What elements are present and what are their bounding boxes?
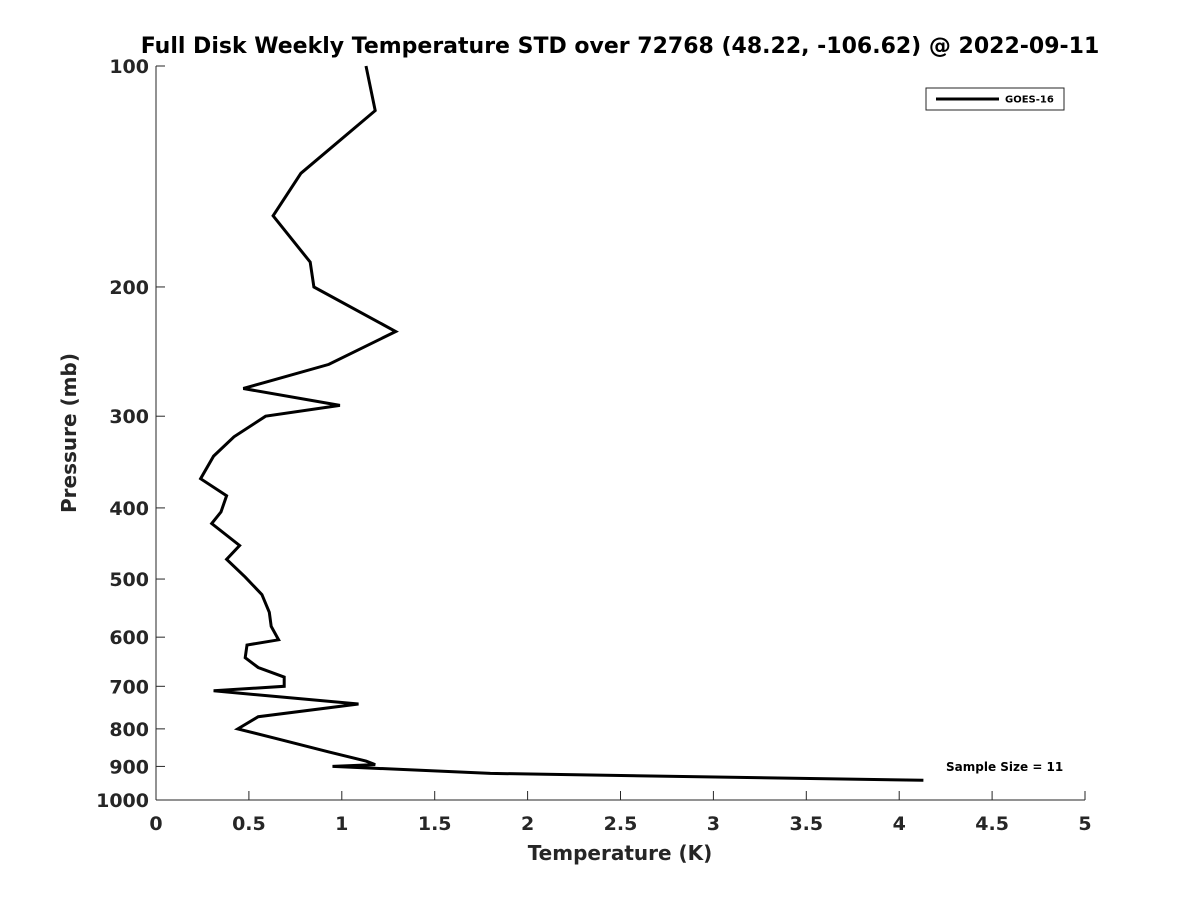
- series-line: [198, 65, 924, 782]
- sample-size-annotation: Sample Size = 11: [946, 760, 1063, 774]
- y-tick-label: 600: [109, 627, 149, 649]
- chart-title: Full Disk Weekly Temperature STD over 72…: [141, 34, 1100, 59]
- x-tick-label: 2: [521, 813, 534, 835]
- y-tick-label: 400: [109, 498, 149, 520]
- series-layer: [198, 65, 924, 782]
- x-tick-label: 3.5: [789, 813, 823, 835]
- x-tick-label: 3: [707, 813, 720, 835]
- y-tick-label: 200: [109, 277, 149, 299]
- x-ticks: 0 0.5 1 1.5 2 2.5 3 3.5 4 4.5 5: [149, 791, 1092, 835]
- x-tick-label: 4.5: [975, 813, 1009, 835]
- y-tick-label: 100: [109, 56, 149, 78]
- y-axis-label: Pressure (mb): [57, 353, 81, 513]
- x-tick-label: 0: [149, 813, 162, 835]
- y-tick-label: 500: [109, 569, 149, 591]
- y-tick-label: 300: [109, 406, 149, 428]
- y-ticks: 100 200 300 400 500 600 700 800 900 1000: [96, 56, 165, 812]
- x-tick-label: 5: [1078, 813, 1091, 835]
- legend: GOES-16: [925, 87, 1065, 111]
- y-tick-label: 900: [109, 756, 149, 778]
- x-tick-label: 1: [335, 813, 348, 835]
- y-tick-label: 1000: [96, 790, 149, 812]
- legend-label: GOES-16: [1005, 95, 1054, 106]
- x-tick-label: 4: [893, 813, 906, 835]
- y-tick-label: 700: [109, 676, 149, 698]
- y-tick-label: 800: [109, 719, 149, 741]
- x-axis-label: Temperature (K): [528, 841, 713, 865]
- x-tick-label: 1.5: [418, 813, 452, 835]
- x-tick-label: 2.5: [604, 813, 638, 835]
- x-tick-label: 0.5: [232, 813, 266, 835]
